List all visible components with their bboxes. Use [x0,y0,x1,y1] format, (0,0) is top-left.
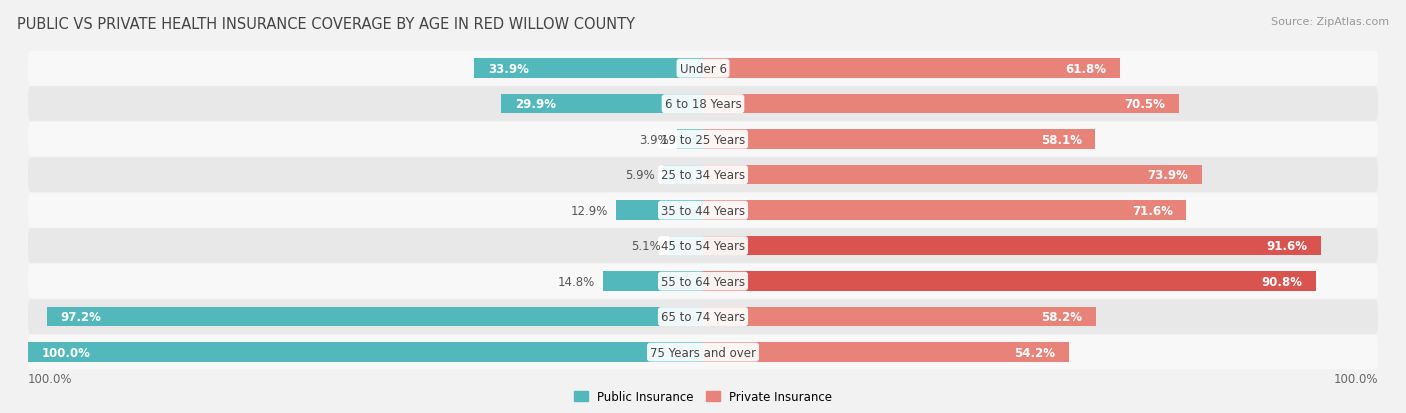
Bar [703,95,1178,114]
Bar [664,166,703,185]
Text: 61.8%: 61.8% [1066,62,1107,76]
FancyBboxPatch shape [28,229,1378,263]
FancyBboxPatch shape [28,299,1378,334]
FancyBboxPatch shape [28,87,1378,122]
Text: 58.2%: 58.2% [1042,310,1083,323]
Text: 14.8%: 14.8% [558,275,595,288]
Bar [703,236,1322,256]
Bar [703,59,1121,79]
Text: 12.9%: 12.9% [571,204,607,217]
Bar [603,272,703,291]
Text: 19 to 25 Years: 19 to 25 Years [661,133,745,146]
Text: 3.9%: 3.9% [638,133,669,146]
Text: 25 to 34 Years: 25 to 34 Years [661,169,745,182]
FancyBboxPatch shape [28,193,1378,228]
Bar [669,236,703,256]
Text: 35 to 44 Years: 35 to 44 Years [661,204,745,217]
Text: 5.9%: 5.9% [626,169,655,182]
Bar [676,130,703,150]
Text: PUBLIC VS PRIVATE HEALTH INSURANCE COVERAGE BY AGE IN RED WILLOW COUNTY: PUBLIC VS PRIVATE HEALTH INSURANCE COVER… [17,17,636,31]
Bar [46,307,703,327]
Text: 70.5%: 70.5% [1125,98,1166,111]
Text: 5.1%: 5.1% [631,240,661,252]
Text: 54.2%: 54.2% [1014,346,1056,359]
Bar [703,307,1095,327]
Text: 55 to 64 Years: 55 to 64 Years [661,275,745,288]
Text: 6 to 18 Years: 6 to 18 Years [665,98,741,111]
Text: 65 to 74 Years: 65 to 74 Years [661,310,745,323]
FancyBboxPatch shape [28,123,1378,157]
Text: 97.2%: 97.2% [60,310,101,323]
Text: 71.6%: 71.6% [1132,204,1173,217]
Legend: Public Insurance, Private Insurance: Public Insurance, Private Insurance [569,385,837,408]
Bar [703,201,1187,221]
FancyBboxPatch shape [28,52,1378,86]
FancyBboxPatch shape [28,264,1378,299]
FancyBboxPatch shape [28,335,1378,370]
Text: 29.9%: 29.9% [515,98,555,111]
Text: 100.0%: 100.0% [28,372,73,385]
Bar [474,59,703,79]
Text: 73.9%: 73.9% [1147,169,1188,182]
Bar [703,272,1316,291]
Bar [28,342,703,362]
Bar [703,342,1069,362]
Text: 100.0%: 100.0% [1333,372,1378,385]
Text: 75 Years and over: 75 Years and over [650,346,756,359]
Text: 33.9%: 33.9% [488,62,529,76]
Bar [501,95,703,114]
Text: Source: ZipAtlas.com: Source: ZipAtlas.com [1271,17,1389,26]
Text: 58.1%: 58.1% [1040,133,1081,146]
Bar [616,201,703,221]
FancyBboxPatch shape [28,158,1378,192]
Text: 100.0%: 100.0% [42,346,90,359]
Bar [703,130,1095,150]
Text: 45 to 54 Years: 45 to 54 Years [661,240,745,252]
Bar [703,166,1202,185]
Text: 90.8%: 90.8% [1261,275,1302,288]
Text: Under 6: Under 6 [679,62,727,76]
Text: 91.6%: 91.6% [1267,240,1308,252]
